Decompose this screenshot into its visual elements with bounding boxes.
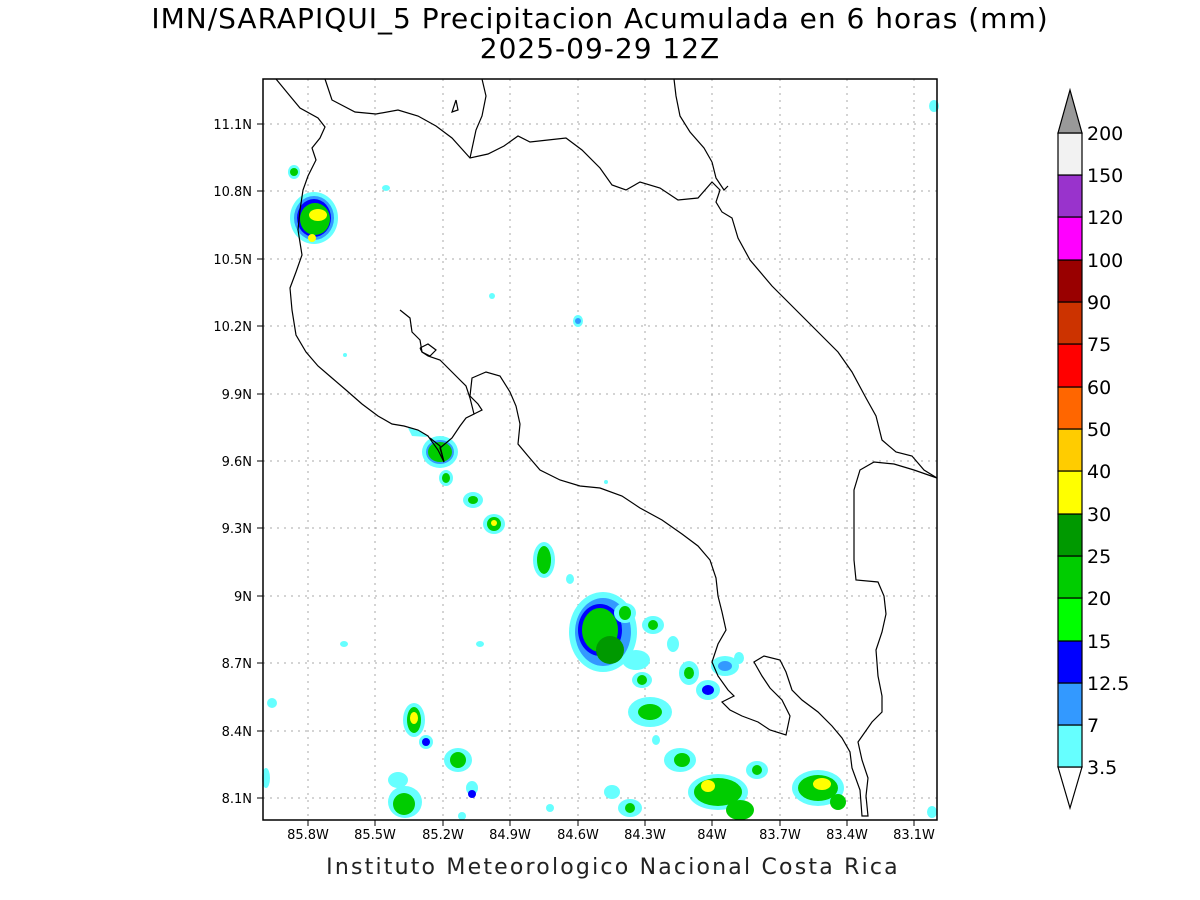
lon-label: 83.4W (826, 828, 868, 843)
colorbar-segment (1057, 597, 1083, 642)
colorbar-label: 75 (1087, 334, 1111, 356)
lat-label: 9.6N (222, 455, 252, 470)
colorbar-label: 7 (1087, 715, 1099, 737)
colorbar-segment (1057, 682, 1083, 726)
colorbar-label: 120 (1087, 207, 1123, 229)
lat-label: 9.3N (222, 522, 252, 537)
footer-credit: Instituto Meteorologico Nacional Costa R… (326, 855, 900, 880)
lon-label: 84.9W (489, 828, 531, 843)
colorbar-segment (1057, 301, 1083, 345)
colorbar-labels: 3.5 7 12.5 15 20 25 30 40 50 60 75 90 10… (1087, 123, 1129, 779)
plot-frame (262, 78, 938, 821)
colorbar-segment (1057, 724, 1083, 768)
colorbar-label: 30 (1087, 504, 1111, 526)
lat-label: 9N (234, 590, 252, 605)
map-datetime: 2025-09-29 12Z (479, 32, 721, 65)
colorbar (1057, 87, 1083, 811)
colorbar-segment (1057, 174, 1083, 218)
lon-label: 85.8W (287, 828, 329, 843)
colorbar-segment (1057, 216, 1083, 261)
map-title: IMN/SARAPIQUI_5 Precipitacion Acumulada … (151, 2, 1049, 35)
colorbar-segment (1057, 386, 1083, 430)
lon-label: 84W (697, 828, 727, 843)
colorbar-label: 40 (1087, 461, 1111, 483)
colorbar-upper-arrow (1057, 87, 1083, 134)
colorbar-segment (1057, 640, 1083, 684)
colorbar-label: 90 (1087, 292, 1111, 314)
lon-label: 85.2W (422, 828, 464, 843)
lon-label: 83.7W (759, 828, 801, 843)
colorbar-segment (1057, 343, 1083, 388)
axis-ticks (257, 123, 915, 826)
colorbar-label: 15 (1087, 631, 1111, 653)
lat-label: 8.1N (222, 792, 252, 807)
colorbar-label: 50 (1087, 419, 1111, 441)
lon-label: 85.5W (354, 828, 396, 843)
colorbar-label: 3.5 (1087, 757, 1117, 779)
colorbar-label: 25 (1087, 546, 1111, 568)
colorbar-segment (1057, 428, 1083, 472)
colorbar-label: 60 (1087, 377, 1111, 399)
lat-label: 8.4N (222, 725, 252, 740)
colorbar-label: 200 (1087, 123, 1123, 145)
map-grid (263, 79, 937, 820)
longitude-labels: 85.8W 85.5W 85.2W 84.9W 84.6W 84.3W 84W … (287, 828, 935, 843)
lat-label: 10.8N (213, 185, 252, 200)
lon-label: 84.6W (557, 828, 599, 843)
lat-label: 11.1N (213, 118, 252, 133)
colorbar-segment (1057, 513, 1083, 557)
lon-label: 83.1W (893, 828, 935, 843)
colorbar-segment (1057, 470, 1083, 515)
colorbar-segment (1057, 132, 1083, 176)
lon-label: 84.3W (624, 828, 666, 843)
colorbar-lower-arrow (1057, 766, 1083, 811)
colorbar-segment (1057, 259, 1083, 303)
precipitation-cells (262, 100, 939, 820)
lat-label: 9.9N (222, 388, 252, 403)
colorbar-label: 20 (1087, 588, 1111, 610)
colorbar-label: 100 (1087, 250, 1123, 272)
colorbar-segment (1057, 555, 1083, 599)
coastlines (275, 78, 938, 817)
latitude-labels: 11.1N 10.8N 10.5N 10.2N 9.9N 9.6N 9.3N 9… (213, 118, 252, 807)
lat-label: 10.2N (213, 320, 252, 335)
colorbar-label: 12.5 (1087, 673, 1129, 695)
colorbar-label: 150 (1087, 165, 1123, 187)
lat-label: 10.5N (213, 253, 252, 268)
lat-label: 8.7N (222, 657, 252, 672)
